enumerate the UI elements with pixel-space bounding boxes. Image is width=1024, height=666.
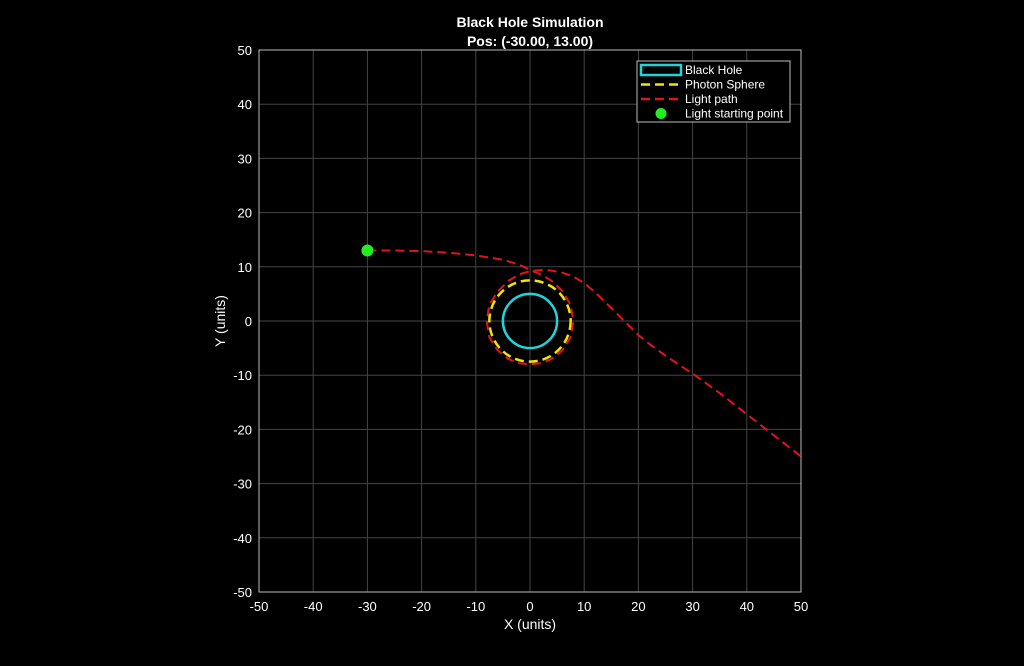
y-tick-label: 0 — [245, 314, 252, 329]
x-axis-label: X (units) — [504, 616, 556, 632]
black-hole-circle — [501, 292, 559, 350]
y-tick-label: 50 — [238, 43, 252, 58]
legend-swatch-black-hole — [639, 63, 683, 77]
y-tick-label: -20 — [233, 422, 252, 437]
y-tick-label: -10 — [233, 368, 252, 383]
x-tick-label: 30 — [685, 599, 699, 614]
x-tick-label: 20 — [631, 599, 645, 614]
photon-sphere-circle — [488, 279, 572, 363]
legend-label: Light path — [685, 92, 738, 106]
legend-label: Black Hole — [685, 63, 743, 77]
light-start-point — [361, 244, 374, 257]
chart-subtitle: Pos: (-30.00, 13.00) — [467, 33, 593, 49]
x-tick-label: -50 — [250, 599, 269, 614]
y-tick-label: -50 — [233, 585, 252, 600]
chart-title: Black Hole Simulation — [456, 14, 603, 30]
y-tick-label: 30 — [238, 151, 252, 166]
legend-label: Light starting point — [685, 107, 784, 121]
x-tick-label: -10 — [466, 599, 485, 614]
plot-frame — [258, 49, 802, 593]
y-tick-label: 10 — [238, 260, 252, 275]
y-tick-label: 40 — [238, 97, 252, 112]
y-tick-label: -30 — [233, 477, 252, 492]
x-tick-label: 40 — [740, 599, 754, 614]
y-tick-label: -40 — [233, 531, 252, 546]
tick-labels: -50 -40 -30 -20 -10 0 10 20 30 40 50 -50 -40 -30 -20 -1… — [233, 43, 808, 614]
legend-label: Photon Sphere — [685, 78, 765, 92]
y-tick-label: 20 — [238, 206, 252, 221]
legend-swatch-dot — [655, 108, 667, 119]
light-path-line — [367, 249, 802, 458]
x-tick-label: -40 — [304, 599, 323, 614]
x-tick-label: -20 — [412, 599, 431, 614]
x-tick-label: 10 — [577, 599, 591, 614]
y-axis-label: Y (units) — [212, 295, 228, 347]
x-tick-label: 0 — [526, 599, 533, 614]
plot-area — [361, 244, 802, 458]
x-tick-label: 50 — [794, 599, 808, 614]
x-tick-label: -30 — [358, 599, 377, 614]
